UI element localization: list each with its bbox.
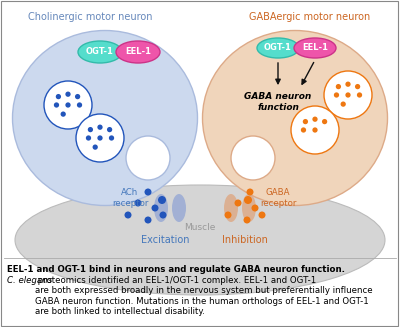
Ellipse shape: [78, 41, 122, 63]
Ellipse shape: [15, 185, 385, 295]
Text: GABA neuron
function: GABA neuron function: [244, 92, 312, 112]
Ellipse shape: [116, 41, 160, 63]
Circle shape: [291, 106, 339, 154]
Circle shape: [86, 135, 91, 141]
Text: EEL-1: EEL-1: [125, 47, 151, 57]
Circle shape: [252, 204, 258, 212]
Text: Cholinergic motor neuron: Cholinergic motor neuron: [28, 12, 152, 22]
Text: C. elegans: C. elegans: [7, 276, 52, 285]
Ellipse shape: [257, 38, 299, 58]
Circle shape: [88, 127, 93, 132]
Circle shape: [357, 92, 362, 98]
Circle shape: [258, 212, 266, 218]
Circle shape: [312, 127, 318, 133]
Circle shape: [312, 116, 318, 122]
Circle shape: [65, 92, 71, 97]
Text: EEL-1 and OGT-1 bind in neurons and regulate GABA neuron function.: EEL-1 and OGT-1 bind in neurons and regu…: [7, 265, 345, 274]
Text: ACh
receptor: ACh receptor: [112, 188, 148, 208]
Circle shape: [324, 71, 372, 119]
Circle shape: [336, 84, 341, 89]
Text: GABAergic motor neuron: GABAergic motor neuron: [249, 12, 371, 22]
Circle shape: [246, 188, 254, 196]
Ellipse shape: [224, 194, 238, 222]
Text: proteomics identified an EEL-1/OGT-1 complex. EEL-1 and OGT-1
are both expressed: proteomics identified an EEL-1/OGT-1 com…: [35, 276, 373, 316]
Text: OGT-1: OGT-1: [86, 47, 114, 57]
Circle shape: [54, 102, 59, 108]
Circle shape: [97, 125, 103, 130]
Text: Inhibition: Inhibition: [222, 235, 268, 245]
Circle shape: [322, 119, 327, 124]
Circle shape: [301, 127, 306, 133]
Circle shape: [231, 136, 275, 180]
Circle shape: [44, 81, 92, 129]
Circle shape: [65, 102, 71, 108]
Circle shape: [97, 135, 103, 141]
Circle shape: [144, 216, 152, 223]
Circle shape: [234, 199, 242, 206]
Circle shape: [126, 136, 170, 180]
Ellipse shape: [12, 30, 198, 205]
Circle shape: [303, 119, 308, 124]
Ellipse shape: [172, 194, 186, 222]
Ellipse shape: [202, 30, 388, 205]
Circle shape: [124, 212, 132, 218]
Circle shape: [345, 92, 351, 98]
Circle shape: [340, 101, 346, 107]
Circle shape: [107, 127, 112, 132]
Circle shape: [134, 199, 142, 206]
Ellipse shape: [154, 194, 168, 222]
Circle shape: [75, 94, 80, 99]
Circle shape: [224, 212, 232, 218]
Circle shape: [144, 188, 152, 196]
Circle shape: [244, 216, 250, 223]
Circle shape: [76, 114, 124, 162]
Circle shape: [92, 145, 98, 150]
Circle shape: [244, 196, 252, 204]
Ellipse shape: [294, 38, 336, 58]
Text: EEL-1: EEL-1: [302, 43, 328, 53]
Circle shape: [56, 94, 61, 99]
Circle shape: [158, 196, 166, 204]
Circle shape: [77, 102, 82, 108]
Text: Excitation: Excitation: [141, 235, 189, 245]
Circle shape: [355, 84, 360, 89]
Ellipse shape: [242, 194, 256, 222]
Circle shape: [109, 135, 114, 141]
Circle shape: [334, 92, 339, 98]
Text: Muscle: Muscle: [184, 222, 216, 232]
Circle shape: [345, 81, 351, 87]
Text: OGT-1: OGT-1: [264, 43, 292, 53]
Circle shape: [152, 204, 158, 212]
Text: GABA
receptor: GABA receptor: [260, 188, 296, 208]
Circle shape: [60, 112, 66, 117]
Circle shape: [160, 212, 166, 218]
